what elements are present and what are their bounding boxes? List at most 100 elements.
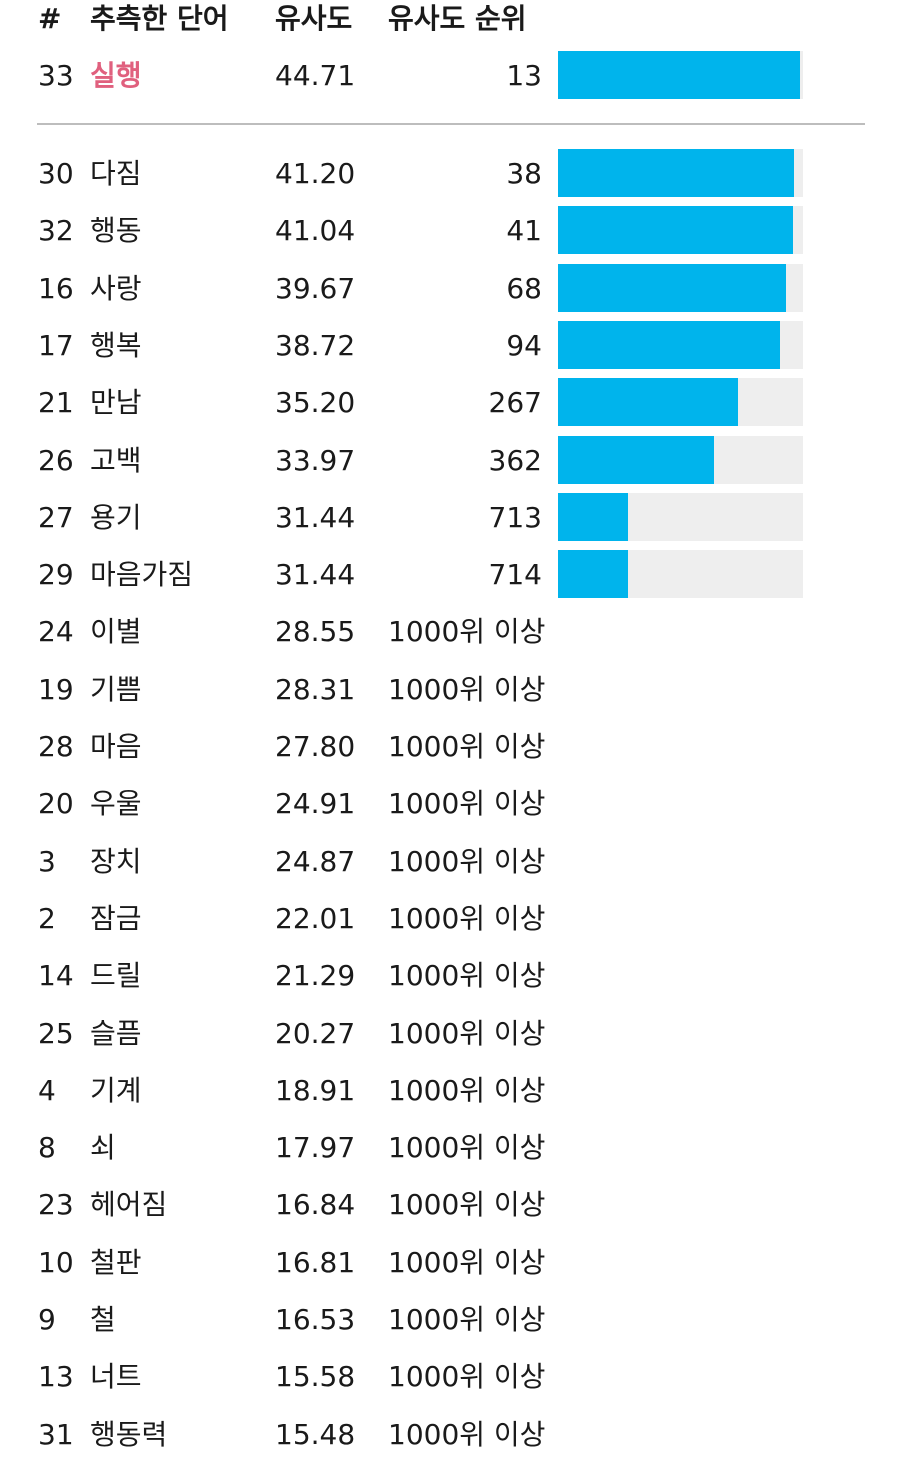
guess-row: 19 기쁨 28.31 1000위 이상 (0, 661, 900, 718)
proximity-bar (558, 378, 803, 426)
guess-num: 10 (38, 1246, 74, 1279)
proximity-bar (558, 149, 803, 197)
guess-num: 33 (38, 59, 74, 92)
guess-similarity: 15.48 (275, 1418, 356, 1451)
guess-rank: 1000위 이상 (388, 1360, 546, 1393)
guess-similarity: 17.97 (275, 1131, 356, 1164)
guess-num: 28 (38, 730, 74, 763)
guess-num: 3 (38, 845, 56, 878)
guess-row: 29 마음가짐 31.44 714 (0, 546, 900, 603)
guess-rank: 38 (506, 157, 542, 190)
guess-num: 30 (38, 157, 74, 190)
guess-num: 19 (38, 673, 74, 706)
guess-similarity: 39.67 (275, 272, 356, 305)
guess-rank: 1000위 이상 (388, 787, 546, 820)
proximity-bar-fill (558, 149, 794, 197)
guess-word: 행복 (90, 329, 142, 362)
guess-rank: 1000위 이상 (388, 1188, 546, 1221)
guess-num: 17 (38, 329, 74, 362)
guess-similarity: 31.44 (275, 558, 356, 591)
guess-similarity: 41.04 (275, 214, 356, 247)
guess-word: 헤어짐 (90, 1188, 168, 1221)
guess-similarity: 41.20 (275, 157, 356, 190)
guess-row: 28 마음 27.80 1000위 이상 (0, 718, 900, 775)
proximity-bar (558, 206, 803, 254)
guess-word: 철 (90, 1303, 116, 1336)
guess-similarity: 16.81 (275, 1246, 356, 1279)
guess-rank: 1000위 이상 (388, 730, 546, 763)
guess-word: 용기 (90, 501, 142, 534)
guess-num: 14 (38, 959, 74, 992)
guess-rank: 94 (506, 329, 542, 362)
guess-num: 13 (38, 1360, 74, 1393)
proximity-bar (558, 436, 803, 484)
guess-similarity: 28.31 (275, 673, 356, 706)
guess-num: 4 (38, 1074, 56, 1107)
guess-row: 26 고백 33.97 362 (0, 432, 900, 489)
guess-row: 30 다짐 41.20 38 (0, 145, 900, 202)
guess-similarity: 33.97 (275, 444, 356, 477)
guess-rank: 1000위 이상 (388, 615, 546, 648)
guess-row: 8 쇠 17.97 1000위 이상 (0, 1119, 900, 1176)
guess-word: 행동력 (90, 1418, 168, 1451)
guess-rank: 1000위 이상 (388, 1017, 546, 1050)
guess-similarity: 15.58 (275, 1360, 356, 1393)
guess-similarity: 31.44 (275, 501, 356, 534)
guess-num: 23 (38, 1188, 74, 1221)
guess-rank: 1000위 이상 (388, 959, 546, 992)
guess-num: 29 (38, 558, 74, 591)
guess-word: 잠금 (90, 902, 142, 935)
guess-rank: 267 (488, 386, 542, 419)
divider (37, 123, 865, 125)
guess-num: 31 (38, 1418, 74, 1451)
guess-row: 4 기계 18.91 1000위 이상 (0, 1062, 900, 1119)
guess-word: 장치 (90, 845, 142, 878)
guess-similarity: 28.55 (275, 615, 356, 648)
guess-rank: 1000위 이상 (388, 673, 546, 706)
proximity-bar (558, 51, 803, 99)
guess-rank: 41 (506, 214, 542, 247)
guess-rank: 1000위 이상 (388, 902, 546, 935)
guess-word: 실행 (90, 59, 142, 92)
guess-num: 21 (38, 386, 74, 419)
guess-rank: 1000위 이상 (388, 1131, 546, 1164)
guess-word: 다짐 (90, 157, 142, 190)
guess-similarity: 35.20 (275, 386, 356, 419)
guess-row: 2 잠금 22.01 1000위 이상 (0, 890, 900, 947)
guess-row: 14 드릴 21.29 1000위 이상 (0, 947, 900, 1004)
proximity-bar-fill (558, 493, 628, 541)
proximity-bar-fill (558, 436, 714, 484)
guess-rank: 1000위 이상 (388, 1418, 546, 1451)
guess-word: 이별 (90, 615, 142, 648)
header-rank: 유사도 순위 (388, 2, 527, 35)
guess-word: 마음가짐 (90, 558, 194, 591)
guess-similarity: 18.91 (275, 1074, 356, 1107)
guess-row: 13 너트 15.58 1000위 이상 (0, 1348, 900, 1405)
guess-num: 24 (38, 615, 74, 648)
guess-similarity: 22.01 (275, 902, 356, 935)
guess-row: 10 철판 16.81 1000위 이상 (0, 1234, 900, 1291)
latest-guess-row: 33 실행 44.71 13 (0, 47, 900, 104)
guess-row: 17 행복 38.72 94 (0, 317, 900, 374)
guess-num: 27 (38, 501, 74, 534)
header-num: # (38, 2, 62, 35)
guess-rank: 1000위 이상 (388, 1074, 546, 1107)
guess-similarity: 24.91 (275, 787, 356, 820)
guess-similarity: 21.29 (275, 959, 356, 992)
guess-row: 16 사랑 39.67 68 (0, 260, 900, 317)
proximity-bar-fill (558, 264, 786, 312)
guess-word: 쇠 (90, 1131, 116, 1164)
guess-similarity: 24.87 (275, 845, 356, 878)
guess-rank: 362 (488, 444, 542, 477)
guess-word: 드릴 (90, 959, 142, 992)
guess-row: 32 행동 41.04 41 (0, 202, 900, 259)
proximity-bar-fill (558, 51, 800, 99)
guess-similarity: 20.27 (275, 1017, 356, 1050)
guess-rank: 1000위 이상 (388, 1246, 546, 1279)
guess-word: 우울 (90, 787, 142, 820)
guess-row: 9 철 16.53 1000위 이상 (0, 1291, 900, 1348)
guess-row: 3 장치 24.87 1000위 이상 (0, 833, 900, 890)
guess-word: 만남 (90, 386, 142, 419)
guess-row: 31 행동력 15.48 1000위 이상 (0, 1406, 900, 1463)
guess-similarity: 16.53 (275, 1303, 356, 1336)
